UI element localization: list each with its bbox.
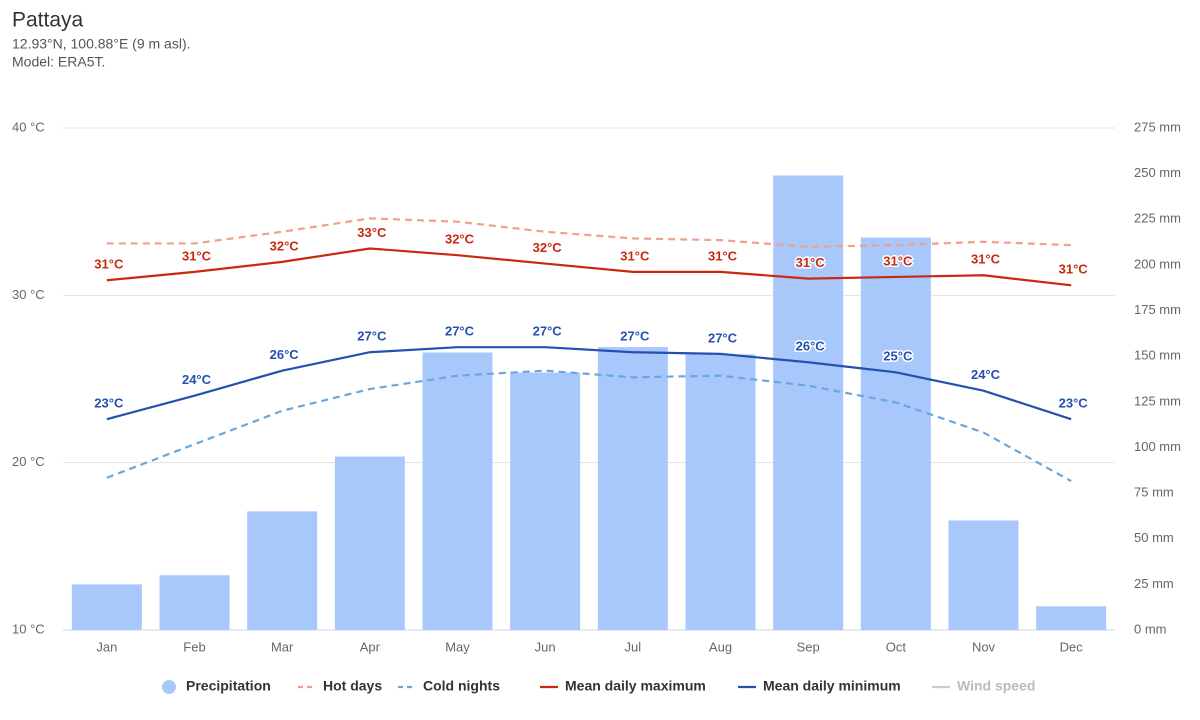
data-label: 31°C	[708, 248, 738, 263]
data-label: 32°C	[533, 240, 563, 255]
legend-label[interactable]: Mean daily maximum	[565, 678, 706, 694]
precipitation-bar	[685, 354, 756, 630]
y2-tick-label: 125 mm	[1134, 393, 1181, 408]
series-line	[106, 217, 1072, 248]
precipitation-bar	[860, 237, 931, 630]
x-tick-label: Jun	[535, 639, 556, 654]
precipitation-bar	[334, 456, 405, 630]
data-label: 31°C	[94, 257, 124, 272]
data-label: 33°C	[357, 225, 387, 240]
data-label: 27°C	[533, 324, 563, 339]
y-tick-label: 10 °C	[12, 621, 45, 636]
data-label: 27°C	[357, 329, 387, 344]
data-label: 31°C	[796, 255, 826, 270]
legend-label[interactable]: Mean daily minimum	[763, 678, 901, 694]
precipitation-bar	[597, 347, 668, 630]
precipitation-bar	[247, 511, 318, 630]
data-label: 32°C	[270, 238, 300, 253]
data-label: 27°C	[620, 329, 650, 344]
y2-tick-label: 25 mm	[1134, 576, 1174, 591]
data-label: 26°C	[270, 347, 300, 362]
precipitation-bar	[773, 175, 844, 630]
data-label: 27°C	[445, 324, 475, 339]
series-line	[106, 369, 1072, 483]
data-label: 23°C	[1059, 396, 1089, 411]
data-label: 31°C	[883, 253, 913, 268]
x-tick-label: Mar	[271, 639, 294, 654]
chart-subtitle: Model: ERA5T.	[12, 54, 105, 70]
y2-tick-label: 250 mm	[1134, 165, 1181, 180]
y2-tick-label: 75 mm	[1134, 485, 1174, 500]
legend-label[interactable]: Cold nights	[423, 678, 500, 694]
series-line	[106, 346, 1072, 421]
y2-tick-label: 200 mm	[1134, 256, 1181, 271]
y2-tick-label: 150 mm	[1134, 348, 1181, 363]
legend-label[interactable]: Hot days	[323, 678, 382, 694]
y2-tick-label: 225 mm	[1134, 211, 1181, 226]
y-tick-label: 20 °C	[12, 454, 45, 469]
x-tick-label: Oct	[886, 639, 907, 654]
precipitation-bar	[510, 372, 581, 630]
y2-tick-label: 175 mm	[1134, 302, 1181, 317]
data-label: 31°C	[971, 252, 1001, 267]
x-tick-label: Aug	[709, 639, 732, 654]
data-label: 23°C	[94, 396, 124, 411]
legend-marker	[162, 680, 176, 694]
chart-subtitle: 12.93°N, 100.88°E (9 m asl).	[12, 36, 191, 52]
x-tick-label: Jan	[96, 639, 117, 654]
legend-label[interactable]: Wind speed	[957, 678, 1035, 694]
y2-tick-label: 0 mm	[1134, 621, 1167, 636]
x-tick-label: Sep	[797, 639, 820, 654]
y-tick-label: 30 °C	[12, 287, 45, 302]
precipitation-bar	[1036, 606, 1107, 630]
data-label: 25°C	[883, 349, 913, 364]
data-label: 24°C	[971, 367, 1001, 382]
x-tick-label: Apr	[360, 639, 381, 654]
y2-tick-label: 50 mm	[1134, 530, 1174, 545]
data-label: 32°C	[445, 232, 475, 247]
precipitation-bar	[159, 575, 230, 630]
x-tick-label: May	[445, 639, 470, 654]
precipitation-bar	[422, 352, 493, 630]
data-label: 24°C	[182, 372, 212, 387]
legend-label[interactable]: Precipitation	[186, 678, 271, 694]
data-label: 27°C	[708, 330, 738, 345]
chart-title: Pattaya	[12, 9, 84, 32]
x-tick-label: Dec	[1060, 639, 1084, 654]
x-tick-label: Nov	[972, 639, 996, 654]
series-line	[106, 247, 1072, 287]
data-label: 31°C	[182, 248, 212, 263]
precipitation-bar	[948, 520, 1019, 630]
data-label: 26°C	[796, 339, 826, 354]
y-tick-label: 40 °C	[12, 119, 45, 134]
y2-tick-label: 275 mm	[1134, 119, 1181, 134]
precipitation-bar	[71, 584, 142, 630]
data-label: 31°C	[1059, 262, 1089, 277]
data-label: 31°C	[620, 248, 650, 263]
y2-tick-label: 100 mm	[1134, 439, 1181, 454]
x-tick-label: Jul	[625, 639, 642, 654]
x-tick-label: Feb	[183, 639, 205, 654]
